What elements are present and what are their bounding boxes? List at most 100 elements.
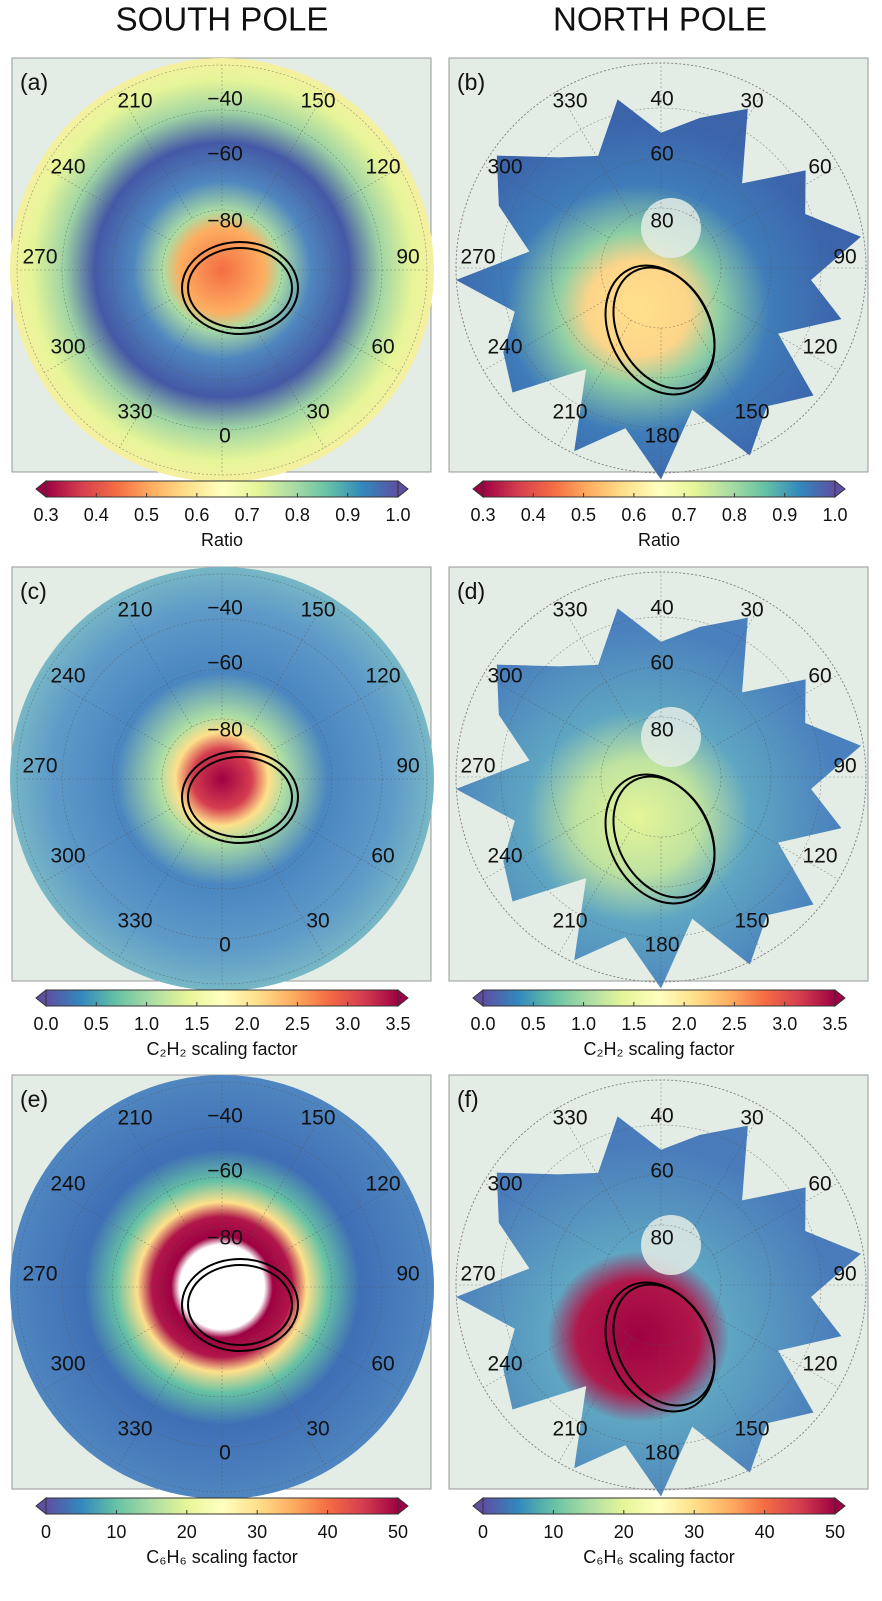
colorbar-arrow: [397, 1496, 409, 1516]
latitude-label: 60: [650, 652, 673, 675]
colorbar-arrow: [397, 988, 409, 1008]
panel: (d) 330 30 300 60 270 90 240 120 210 180 150 40 60 80 0…: [448, 566, 869, 1059]
grid-line: [251, 92, 325, 219]
longitude-label: 0: [219, 934, 231, 957]
longitude-label: 60: [371, 336, 394, 359]
grid-line: [251, 601, 325, 728]
longitude-label: 210: [117, 599, 152, 622]
colorbar-tick-label: 20: [614, 1522, 634, 1542]
longitude-label: 30: [306, 910, 329, 933]
map-coverage: [456, 608, 861, 989]
longitude-label: 300: [50, 1353, 85, 1376]
map-hole: [641, 198, 701, 258]
grid-line: [44, 167, 171, 241]
grid-line: [483, 297, 610, 371]
column-header: NORTH POLE: [553, 1, 767, 38]
colorbar-tick-label: 2.5: [285, 1014, 310, 1034]
panel-label: (e): [20, 1086, 48, 1112]
map-coverage: [10, 1075, 434, 1499]
colorbar-tick-label: 0.0: [33, 1014, 58, 1034]
colorbar-tick-label: 2.5: [722, 1014, 747, 1034]
panel-label: (f): [457, 1086, 479, 1112]
colorbar-label: C₂H₂ scaling factor: [146, 1039, 297, 1059]
colorbar-tick-label: 2.0: [672, 1014, 697, 1034]
colorbar-tick-label: 0.6: [184, 505, 209, 525]
latitude-label: −40: [207, 88, 243, 111]
colorbar-label: C₂H₂ scaling factor: [583, 1039, 734, 1059]
panel-label: (d): [457, 578, 485, 604]
latitude-label: 80: [650, 719, 673, 742]
colorbar-tick-label: 0.8: [722, 505, 747, 525]
longitude-label: 60: [371, 845, 394, 868]
contour: [181, 750, 299, 844]
longitude-label: 120: [365, 665, 400, 688]
colorbar-tick-label: 0.4: [84, 505, 109, 525]
colorbar-tick-label: 0.8: [285, 505, 310, 525]
longitude-label: 210: [552, 910, 587, 933]
map-coverage: [456, 99, 861, 480]
grid-line: [251, 1109, 325, 1236]
colorbar-tick-label: 0: [478, 1522, 488, 1542]
colorbar-bar: [45, 480, 399, 498]
colorbar-tick-label: 50: [388, 1522, 408, 1542]
longitude-label: 60: [371, 1353, 394, 1376]
longitude-label: 30: [740, 1107, 763, 1130]
longitude-label: 240: [487, 845, 522, 868]
colorbar-tick-label: 1.0: [134, 1014, 159, 1034]
latitude-label: 80: [650, 210, 673, 233]
longitude-label: 330: [552, 90, 587, 113]
grid-line: [251, 830, 325, 957]
colorbar-bar: [482, 1497, 836, 1515]
colorbar-tick-label: 3.5: [385, 1014, 410, 1034]
grid-line: [273, 676, 400, 750]
longitude-label: 210: [117, 90, 152, 113]
longitude-label: 270: [460, 1263, 495, 1286]
grid-line: [483, 674, 610, 748]
colorbar-tick-label: 0.5: [84, 1014, 109, 1034]
longitude-label: 30: [306, 1418, 329, 1441]
latitude-label: −60: [207, 143, 243, 166]
grid-line: [712, 806, 839, 880]
colorbar-label: C₆H₆ scaling factor: [146, 1547, 298, 1567]
grid-line: [273, 299, 400, 373]
colorbar-arrow: [35, 988, 47, 1008]
longitude-label: 90: [396, 755, 419, 778]
latitude-label: 40: [650, 88, 673, 111]
colorbar-tick-label: 0.5: [134, 505, 159, 525]
longitude-label: 270: [22, 246, 57, 269]
colorbar-tick-label: 10: [543, 1522, 563, 1542]
longitude-label: 270: [460, 755, 495, 778]
longitude-label: 90: [396, 246, 419, 269]
map-coverage: [10, 58, 434, 482]
longitude-label: 300: [487, 1173, 522, 1196]
colorbar: 0 10 20 30 40 50 C₆H₆ scaling factor: [35, 1496, 409, 1567]
longitude-label: 270: [22, 1263, 57, 1286]
grid-line: [690, 599, 764, 726]
map-hole: [641, 1215, 701, 1275]
contour: [612, 266, 716, 390]
longitude-label: 120: [365, 1173, 400, 1196]
contour: [181, 241, 299, 335]
grid-line: [119, 601, 193, 728]
colorbar-label: Ratio: [638, 530, 680, 550]
colorbar-arrow: [834, 988, 846, 1008]
longitude-label: 330: [117, 401, 152, 424]
colorbar-tick-label: 0.6: [621, 505, 646, 525]
latitude-label: −80: [207, 210, 243, 233]
colorbar-tick-label: 0.3: [33, 505, 58, 525]
latitude-label: 60: [650, 143, 673, 166]
grid-line: [690, 1336, 764, 1463]
longitude-label: 240: [487, 1353, 522, 1376]
longitude-label: 300: [487, 156, 522, 179]
longitude-label: 30: [740, 599, 763, 622]
panel: (b) 330 30 300 60 270 90 240 120 210 180 150 40 60 80 0…: [448, 57, 869, 550]
colorbar-tick-label: 3.5: [822, 1014, 847, 1034]
colorbar-bar: [482, 989, 836, 1007]
colorbar-tick-label: 1.0: [385, 505, 410, 525]
colorbar-label: C₆H₆ scaling factor: [583, 1547, 735, 1567]
grid-line: [712, 674, 839, 748]
grid-line: [712, 297, 839, 371]
grid-line: [483, 1182, 610, 1256]
